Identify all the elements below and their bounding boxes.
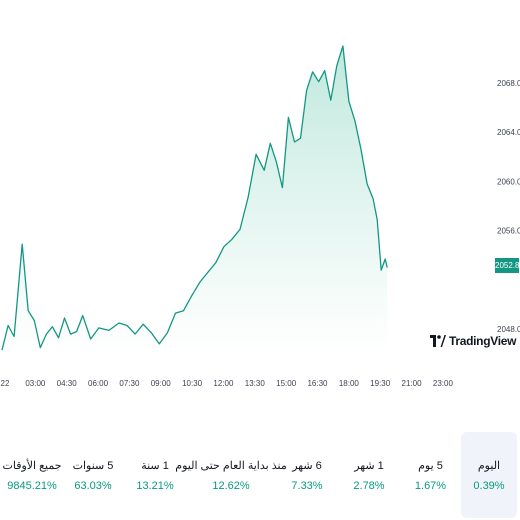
- x-tick-label: 18:00: [339, 379, 360, 388]
- x-axis-ticks: 22 03:00 04:30 06:00 07:30 09:00 10:30 12:00 13:…: [1, 379, 454, 388]
- price-area-fill: [2, 46, 388, 355]
- x-tick-label: 22: [1, 379, 10, 388]
- tradingview-logo[interactable]: TradingView: [430, 334, 516, 348]
- x-tick-label: 21:00: [402, 379, 423, 388]
- x-tick-label: 16:30: [307, 379, 328, 388]
- period-change-value: 0.39%: [473, 479, 505, 492]
- current-price-badge: 2052.80: [495, 258, 520, 273]
- period-tab[interactable]: منذ بداية العام حتى اليوم 12.62%: [175, 432, 286, 518]
- period-label: 1 سنة: [141, 459, 169, 472]
- period-label: 5 سنوات: [72, 459, 114, 472]
- x-tick-label: 04:30: [57, 379, 78, 388]
- x-tick-label: 03:00: [25, 379, 46, 388]
- period-label: اليوم: [477, 459, 501, 472]
- period-change-value: 12.62%: [212, 479, 250, 492]
- period-tab[interactable]: 5 يوم 1.67%: [400, 432, 461, 518]
- period-label: 1 شهر: [354, 459, 384, 472]
- period-tab[interactable]: اليوم 0.39%: [461, 432, 517, 518]
- period-tab[interactable]: 6 شهر 7.33%: [276, 432, 338, 518]
- period-label: 6 شهر: [292, 459, 322, 472]
- y-tick-label: 2048.00: [497, 325, 520, 334]
- x-tick-label: 06:00: [88, 379, 109, 388]
- x-tick-label: 13:30: [245, 379, 266, 388]
- y-tick-label: 2056.00: [497, 227, 520, 236]
- period-label: منذ بداية العام حتى اليوم: [175, 459, 287, 472]
- x-tick-label: 19:30: [370, 379, 391, 388]
- period-change-value: 7.33%: [291, 479, 323, 492]
- period-change-value: 2.78%: [353, 479, 385, 492]
- period-label: جميع الأوقات: [2, 459, 62, 472]
- performance-periods: اليوم 0.39% 5 يوم 1.67% 1 شهر 2.78% 6 شهر 7.33%…: [0, 432, 520, 518]
- x-tick-label: 09:00: [151, 379, 172, 388]
- period-tab[interactable]: 1 شهر 2.78%: [338, 432, 400, 518]
- x-tick-label: 07:30: [119, 379, 140, 388]
- period-label: 5 يوم: [418, 459, 443, 472]
- tradingview-logo-text: TradingView: [449, 334, 517, 348]
- y-axis-ticks: 2068.00 2064.00 2060.00 2056.00 2048.00: [497, 79, 520, 334]
- price-chart[interactable]: 2068.00 2064.00 2060.00 2056.00 2048.00 22 03…: [0, 0, 520, 430]
- x-tick-label: 12:00: [213, 379, 234, 388]
- x-tick-label: 23:00: [433, 379, 454, 388]
- period-change-value: 9845.21%: [7, 479, 57, 492]
- period-change-value: 1.67%: [414, 479, 447, 492]
- period-tab[interactable]: جميع الأوقات 9845.21%: [2, 432, 62, 518]
- period-tab[interactable]: 5 سنوات 63.03%: [62, 432, 124, 518]
- period-tab[interactable]: 1 سنة 13.21%: [124, 432, 186, 518]
- period-change-value: 13.21%: [136, 479, 174, 492]
- y-tick-label: 2060.00: [497, 177, 520, 186]
- x-tick-label: 15:00: [276, 379, 297, 388]
- tradingview-logo-icon: [430, 335, 446, 347]
- y-tick-label: 2064.00: [497, 128, 520, 137]
- y-tick-label: 2068.00: [497, 79, 520, 88]
- x-tick-label: 10:30: [182, 379, 203, 388]
- price-line: [1, 45, 388, 351]
- period-change-value: 63.03%: [74, 479, 112, 492]
